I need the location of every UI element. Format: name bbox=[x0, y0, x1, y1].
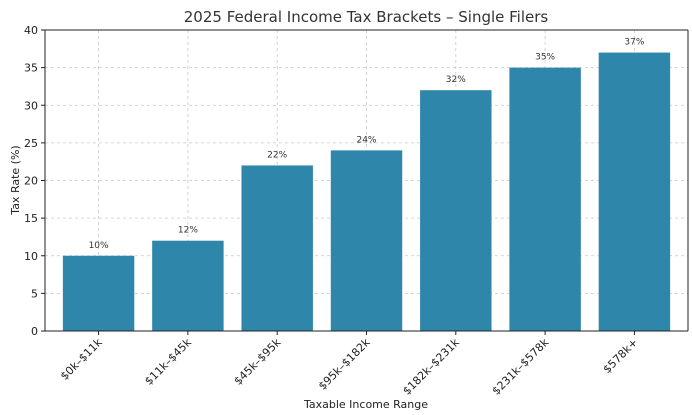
x-tick-label: $231k–$578k bbox=[490, 335, 552, 397]
y-tick-label: 15 bbox=[24, 212, 38, 225]
x-axis-label: Taxable Income Range bbox=[303, 398, 428, 411]
bar-value-label: 22% bbox=[267, 150, 287, 160]
y-tick-label: 25 bbox=[24, 137, 38, 150]
y-tick-label: 10 bbox=[24, 250, 38, 263]
bar bbox=[241, 165, 313, 331]
y-tick-label: 5 bbox=[31, 287, 38, 300]
bar bbox=[509, 67, 581, 331]
bar-value-label: 32% bbox=[446, 75, 466, 85]
x-tick-label: $45k–$95k bbox=[232, 335, 284, 387]
bar-value-label: 12% bbox=[178, 226, 198, 236]
y-tick-label: 20 bbox=[24, 175, 38, 188]
bar bbox=[62, 255, 135, 331]
bar-value-label: 35% bbox=[535, 53, 555, 63]
bar-value-label: 10% bbox=[89, 241, 109, 251]
y-tick-label: 35 bbox=[24, 62, 38, 75]
bar bbox=[598, 52, 671, 331]
bar bbox=[330, 150, 403, 331]
y-tick-label: 40 bbox=[24, 24, 38, 37]
y-tick-label: 30 bbox=[24, 99, 38, 112]
y-tick-label: 0 bbox=[31, 325, 38, 338]
x-tick-label: $578k+ bbox=[601, 336, 641, 376]
bar bbox=[420, 90, 492, 331]
x-tick-label: $0k–$11k bbox=[58, 335, 105, 382]
chart-title: 2025 Federal Income Tax Brackets – Singl… bbox=[184, 8, 549, 26]
bar bbox=[152, 240, 224, 331]
bar-value-label: 24% bbox=[356, 135, 376, 145]
x-tick-label: $11k–$45k bbox=[142, 335, 194, 387]
bars bbox=[62, 52, 671, 331]
bar-value-label: 37% bbox=[624, 38, 644, 48]
axes bbox=[41, 29, 689, 335]
y-axis-label: Tax Rate (%) bbox=[9, 145, 22, 215]
x-tick-label: $182k–$231k bbox=[400, 335, 462, 397]
x-tick-label: $95k–$182k bbox=[316, 335, 373, 392]
